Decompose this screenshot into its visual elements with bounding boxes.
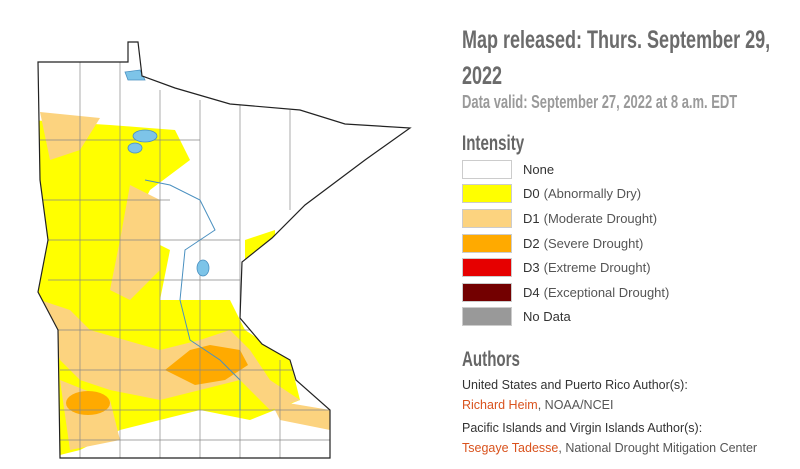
author-heading: Pacific Islands and Virgin Islands Autho… [462, 421, 703, 435]
legend-code: D4 [523, 284, 540, 300]
legend-code: D2 [523, 235, 540, 251]
legend-code: D0 [523, 186, 540, 202]
author-affiliation: , National Drought Mitigation Center [558, 441, 758, 455]
legend-item: No Data [462, 305, 669, 330]
legend-label: None [523, 161, 555, 177]
legend-label: (Exceptional Drought) [543, 284, 670, 300]
legend-item: D1 (Moderate Drought) [462, 206, 669, 231]
author-name: Tsegaye Tadesse [462, 441, 559, 455]
legend-label: No Data [523, 309, 571, 325]
legend-swatch [462, 184, 512, 204]
legend-swatch [462, 159, 512, 179]
legend-item: None [462, 157, 669, 182]
legend-item: D0 (Abnormally Dry) [462, 182, 669, 207]
data-valid: Data valid: September 27, 2022 at 8 a.m.… [462, 92, 738, 112]
legend-title: Intensity [462, 132, 525, 155]
authors-title: Authors [462, 348, 520, 371]
drought-map [37, 41, 412, 459]
legend-swatch [462, 282, 512, 302]
legend-swatch [462, 208, 512, 228]
legend-code: D3 [523, 260, 540, 276]
legend-swatch [462, 258, 512, 278]
legend-label: (Abnormally Dry) [543, 186, 642, 202]
map-title: Map released: Thurs. September 29, 2022 [462, 26, 771, 90]
legend: None D0 (Abnormally Dry) D1 (Moderate Drough… [462, 157, 669, 329]
legend-item: D4 (Exceptional Drought) [462, 280, 669, 305]
legend-label: (Extreme Drought) [543, 260, 651, 276]
legend-label: (Severe Drought) [543, 235, 644, 251]
legend-code: D1 [523, 210, 540, 226]
author-line: Tsegaye Tadesse, National Drought Mitiga… [462, 441, 757, 455]
author-heading: United States and Puerto Rico Author(s): [462, 378, 688, 392]
legend-item: D2 (Severe Drought) [462, 231, 669, 256]
legend-label: (Moderate Drought) [543, 210, 658, 226]
author-affiliation: , NOAA/NCEI [537, 398, 614, 412]
legend-swatch [462, 233, 512, 253]
legend-item: D3 (Extreme Drought) [462, 255, 669, 280]
legend-swatch [462, 307, 512, 327]
author-name: Richard Heim [462, 398, 538, 412]
author-line: Richard Heim, NOAA/NCEI [462, 398, 613, 412]
